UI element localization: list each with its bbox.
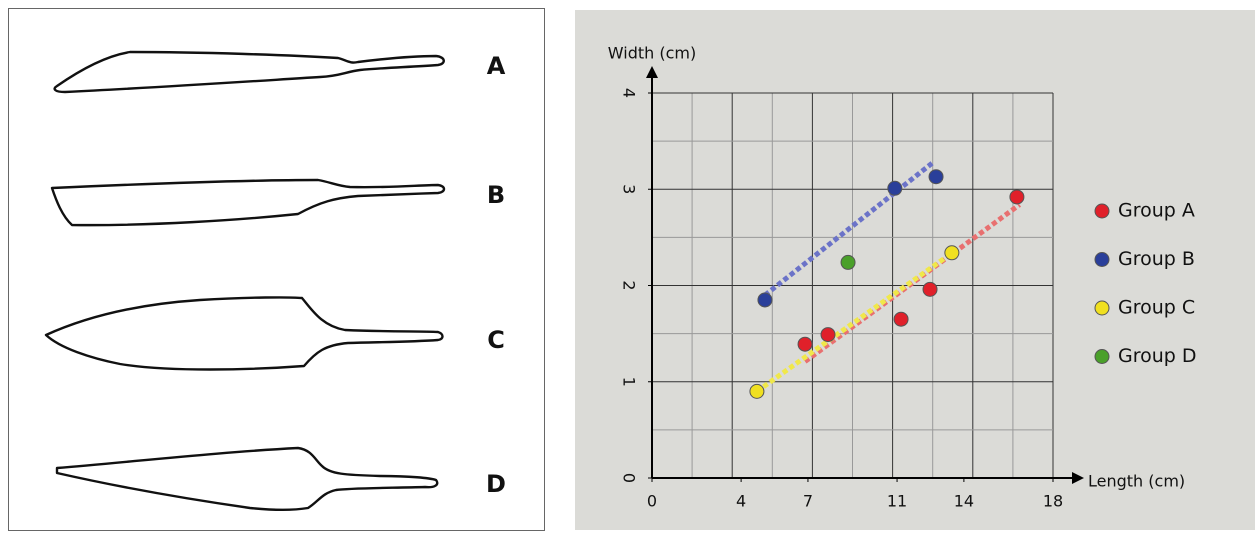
point [798, 337, 812, 351]
legend-label: Group D [1118, 345, 1197, 367]
blade-label: D [486, 470, 506, 498]
figure: A B C D 0 4 7 11 14 18 0 1 2 3 4 Length (cm) Width (… [0, 0, 1259, 538]
y-tick-label: 1 [620, 377, 639, 387]
x-tick-label: 18 [1043, 492, 1063, 511]
legend-label: Group B [1118, 248, 1195, 270]
x-tick-label: 11 [887, 492, 907, 511]
y-axis-label: Width (cm) [608, 44, 696, 63]
point [1010, 190, 1024, 204]
y-tick-label: 0 [620, 473, 639, 483]
legend-marker [1095, 350, 1109, 364]
blade-label: A [487, 52, 506, 80]
legend-marker [1095, 204, 1109, 218]
legend-label: Group A [1118, 200, 1195, 222]
legend-label: Group C [1118, 297, 1195, 319]
point [929, 170, 943, 184]
chart-panel [575, 10, 1255, 530]
point [821, 328, 835, 342]
x-axis-label: Length (cm) [1088, 472, 1185, 491]
point [841, 255, 855, 269]
x-tick-label: 7 [803, 492, 813, 511]
point [923, 282, 937, 296]
y-tick-label: 4 [620, 88, 639, 98]
point [750, 384, 764, 398]
x-tick-label: 4 [736, 492, 746, 511]
y-tick-label: 3 [620, 184, 639, 194]
point [894, 312, 908, 326]
point [945, 246, 959, 260]
blade-label: C [487, 326, 505, 354]
page: {"blades": {"labels": ["A", "B", "C", "D… [0, 0, 1259, 538]
point [888, 181, 902, 195]
blade-panel [9, 9, 545, 531]
point [758, 293, 772, 307]
blade-label: B [487, 181, 505, 209]
legend-marker [1095, 253, 1109, 267]
y-tick-label: 2 [620, 280, 639, 290]
legend-marker [1095, 301, 1109, 315]
x-tick-label: 14 [954, 492, 974, 511]
x-tick-label: 0 [647, 492, 657, 511]
